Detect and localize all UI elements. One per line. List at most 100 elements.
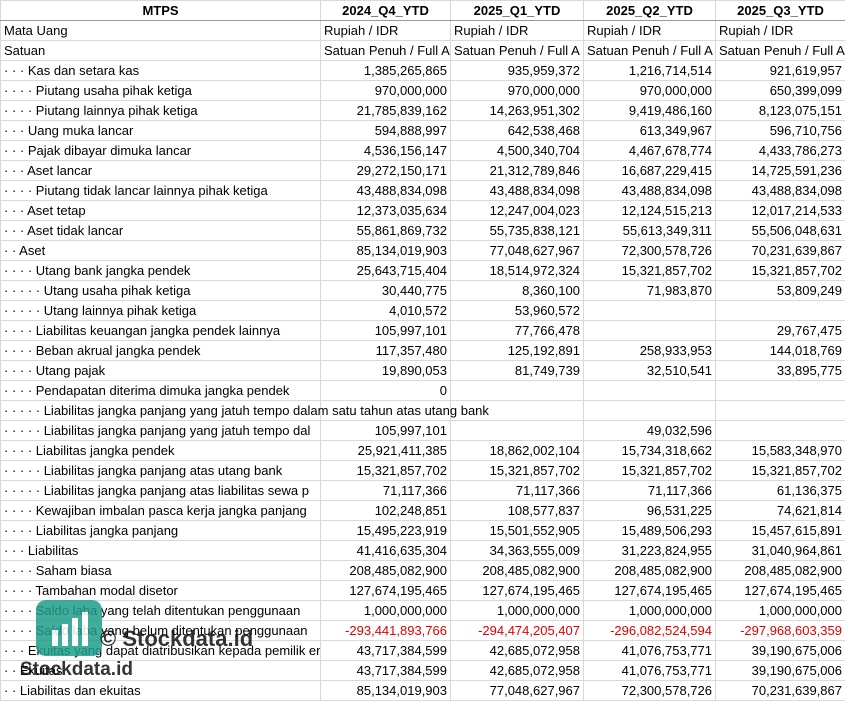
row-label: · · · · · Utang lainnya pihak ketiga xyxy=(0,300,321,321)
cell: 12,017,214,533 xyxy=(715,200,845,221)
cell: 108,577,837 xyxy=(450,500,584,521)
row-label: · · · Aset tetap xyxy=(0,200,321,221)
cell: 39,190,675,006 xyxy=(715,640,845,661)
cell: 30,440,775 xyxy=(320,280,451,301)
cell: 15,321,857,702 xyxy=(450,460,584,481)
cell xyxy=(715,420,845,441)
cell: 55,735,838,121 xyxy=(450,220,584,241)
table-row: · · · Pajak dibayar dimuka lancar 4,536,1… xyxy=(0,140,845,161)
cell: 29,767,475 xyxy=(715,320,845,341)
cell: 15,501,552,905 xyxy=(450,520,584,541)
watermark-text: © Stockdata.id xyxy=(100,626,254,651)
cell: 25,643,715,404 xyxy=(320,260,451,281)
cell: -296,082,524,594 xyxy=(583,620,716,641)
cell: 8,123,075,151 xyxy=(715,100,845,121)
table-row: · · Ekuitas 43,717,384,599 42,685,072,958 4… xyxy=(0,660,845,681)
cell: Satuan Penuh / Full A xyxy=(450,40,584,61)
cell xyxy=(583,300,716,321)
table-row: · · · · · Liabilitas jangka panjang atas… xyxy=(0,460,845,481)
table-row: · · Liabilitas dan ekuitas 85,134,019,903… xyxy=(0,680,845,701)
table-row: · · · Liabilitas 41,416,635,304 34,363,555… xyxy=(0,540,845,561)
row-label: · · · · · Liabilitas jangka panjang atas… xyxy=(0,480,321,501)
column-header: 2025_Q2_YTD xyxy=(583,0,716,21)
row-label: · · · Aset tidak lancar xyxy=(0,220,321,241)
cell: 4,010,572 xyxy=(320,300,451,321)
cell: 55,861,869,732 xyxy=(320,220,451,241)
cell: -294,474,205,407 xyxy=(450,620,584,641)
table-row: · · · · Tambahan modal disetor 127,674,19… xyxy=(0,580,845,601)
cell: 921,619,957 xyxy=(715,60,845,81)
cell: 8,360,100 xyxy=(450,280,584,301)
cell: 15,321,857,702 xyxy=(583,260,716,281)
cell: 15,489,506,293 xyxy=(583,520,716,541)
row-label: · · Liabilitas dan ekuitas xyxy=(0,680,321,701)
cell: 55,506,048,631 xyxy=(715,220,845,241)
cell: 4,536,156,147 xyxy=(320,140,451,161)
cell: 43,488,834,098 xyxy=(715,180,845,201)
cell: 71,117,366 xyxy=(583,480,716,501)
row-label: · · · · Piutang lainnya pihak ketiga xyxy=(0,100,321,121)
cell: 15,457,615,891 xyxy=(715,520,845,541)
cell: 77,048,627,967 xyxy=(450,680,584,701)
table-body: Mata Uang Rupiah / IDR Rupiah / IDR Rupiah … xyxy=(0,20,845,701)
row-label: · · Aset xyxy=(0,240,321,261)
cell: 12,373,035,634 xyxy=(320,200,451,221)
logo-bar xyxy=(62,624,68,646)
cell: 29,272,150,171 xyxy=(320,160,451,181)
cell: 43,717,384,599 xyxy=(320,640,451,661)
cell: 42,685,072,958 xyxy=(450,660,584,681)
cell: 935,959,372 xyxy=(450,60,584,81)
cell: 208,485,082,900 xyxy=(320,560,451,581)
table-row: · · · · · Utang usaha pihak ketiga 30,440… xyxy=(0,280,845,301)
logo-icon xyxy=(36,600,102,656)
table-row: · · · Uang muka lancar 594,888,997 642,538… xyxy=(0,120,845,141)
cell: 72,300,578,726 xyxy=(583,240,716,261)
cell: 34,363,555,009 xyxy=(450,540,584,561)
table-row: · · · · Liabilitas jangka panjang 15,495,… xyxy=(0,520,845,541)
table-row: · · · · Utang pajak 19,890,053 81,749,739 3… xyxy=(0,360,845,381)
row-label: · · · · · Liabilitas jangka panjang yang… xyxy=(0,420,321,441)
cell: 594,888,997 xyxy=(320,120,451,141)
header-row: MTPS 2024_Q4_YTD 2025_Q1_YTD 2025_Q2_YTD 202… xyxy=(0,0,845,21)
cell: 127,674,195,465 xyxy=(320,580,451,601)
cell: 55,613,349,311 xyxy=(583,220,716,241)
row-label: · · · Aset lancar xyxy=(0,160,321,181)
cell: 1,216,714,514 xyxy=(583,60,716,81)
table-row: · · · · · Liabilitas jangka panjang yang… xyxy=(0,420,845,441)
logo-bar xyxy=(72,618,78,646)
cell xyxy=(715,380,845,401)
cell: 43,488,834,098 xyxy=(450,180,584,201)
table-row: · · · Aset lancar 29,272,150,171 21,312,78… xyxy=(0,160,845,181)
cell: 96,531,225 xyxy=(583,500,716,521)
cell: 650,399,099 xyxy=(715,80,845,101)
row-label: · · · · Kewajiban imbalan pasca kerja ja… xyxy=(0,500,321,521)
cell: Rupiah / IDR xyxy=(583,20,716,41)
row-label: · · · Uang muka lancar xyxy=(0,120,321,141)
cell: 70,231,639,867 xyxy=(715,240,845,261)
cell: 127,674,195,465 xyxy=(450,580,584,601)
cell: 71,983,870 xyxy=(583,280,716,301)
cell xyxy=(450,380,584,401)
cell: 39,190,675,006 xyxy=(715,660,845,681)
table-row: · · · · · Utang lainnya pihak ketiga 4,01… xyxy=(0,300,845,321)
cell xyxy=(715,300,845,321)
cell: 105,997,101 xyxy=(320,420,451,441)
cell: 53,960,572 xyxy=(450,300,584,321)
watermark-logo-text: Stockdata.id xyxy=(20,659,133,680)
cell: 1,000,000,000 xyxy=(450,600,584,621)
cell: 102,248,851 xyxy=(320,500,451,521)
cell: 970,000,000 xyxy=(583,80,716,101)
cell: 105,997,101 xyxy=(320,320,451,341)
cell: 49,032,596 xyxy=(583,420,716,441)
cell: 9,419,486,160 xyxy=(583,100,716,121)
cell: 21,312,789,846 xyxy=(450,160,584,181)
row-label: · · · · Pendapatan diterima dimuka jangk… xyxy=(0,380,321,401)
cell: 4,433,786,273 xyxy=(715,140,845,161)
cell: 41,076,753,771 xyxy=(583,640,716,661)
cell: 71,117,366 xyxy=(320,480,451,501)
cell: 144,018,769 xyxy=(715,340,845,361)
table-row: · · · · Kewajiban imbalan pasca kerja ja… xyxy=(0,500,845,521)
row-label: · · · · · Liabilitas jangka panjang atas… xyxy=(0,460,321,481)
